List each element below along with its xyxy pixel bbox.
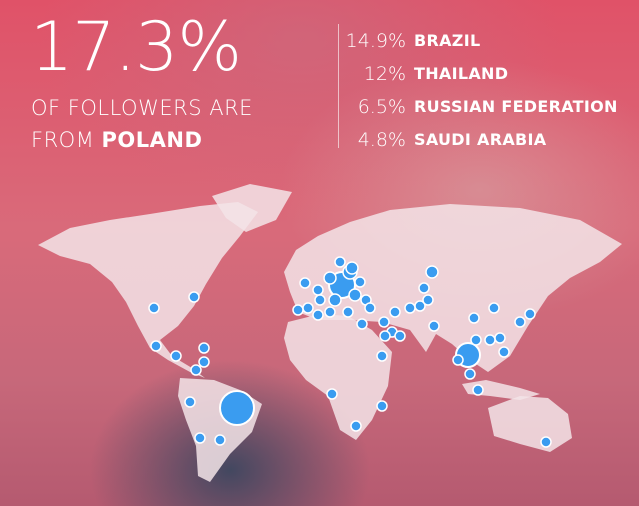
headline-line1: OF FOLLOWERS ARE (31, 96, 253, 120)
follower-dot (312, 284, 324, 296)
follower-dot (323, 271, 337, 285)
follower-dot (184, 396, 196, 408)
follower-dot (376, 400, 388, 412)
headline-text: OF FOLLOWERS ARE FROM POLAND (31, 92, 253, 156)
follower-dot (350, 420, 362, 432)
follower-dot (425, 265, 439, 279)
follower-dot (379, 330, 391, 342)
follower-dot (328, 293, 342, 307)
follower-dot (219, 390, 255, 426)
follower-dot (540, 436, 552, 448)
follower-dot (428, 320, 440, 332)
north-america (38, 202, 258, 378)
africa (284, 314, 392, 440)
follower-dot (299, 277, 311, 289)
country-name: RUSSIAN FEDERATION (414, 97, 618, 116)
follower-dot (524, 308, 536, 320)
greenland (212, 184, 292, 232)
country-percent: 14.9% (345, 29, 406, 52)
follower-dot (376, 350, 388, 362)
follower-dot (378, 316, 390, 328)
follower-dot (470, 334, 482, 346)
continents (38, 184, 622, 482)
follower-dot (292, 304, 304, 316)
follower-dot (422, 294, 434, 306)
follower-dot (404, 302, 416, 314)
follower-dot (484, 334, 496, 346)
follower-dot (464, 368, 476, 380)
south-america (178, 378, 262, 482)
headline-country: POLAND (101, 128, 203, 152)
country-percent: 12% (363, 62, 406, 85)
follower-dot (356, 318, 368, 330)
follower-dot (452, 354, 464, 366)
follower-dot (188, 291, 200, 303)
list-item: 6.5% RUSSIAN FEDERATION (340, 90, 618, 123)
list-item: 14.9% BRAZIL (340, 24, 618, 57)
follower-dot (514, 316, 526, 328)
follower-dot (389, 306, 401, 318)
headline-percent: 17.3% (30, 8, 242, 87)
divider (338, 24, 339, 148)
follower-dot (488, 302, 500, 314)
follower-dot (394, 330, 406, 342)
follower-dot (334, 256, 346, 268)
list-item: 4.8% SAUDI ARABIA (340, 123, 618, 156)
follower-dot (494, 332, 506, 344)
follower-dot (498, 346, 510, 358)
country-name: THAILAND (414, 64, 509, 83)
country-name: SAUDI ARABIA (414, 130, 547, 149)
follower-dot (418, 282, 430, 294)
country-percent: 6.5% (357, 95, 406, 118)
follower-dot (468, 312, 480, 324)
follower-dot (170, 350, 182, 362)
follower-dot (214, 434, 226, 446)
follower-dot (342, 306, 354, 318)
eurasia (284, 204, 622, 372)
follower-dot (472, 384, 484, 396)
country-percent: 4.8% (357, 128, 406, 151)
follower-dot (302, 302, 314, 314)
headline-prefix: FROM (31, 128, 95, 152)
follower-dot (190, 364, 202, 376)
follower-dot (348, 288, 362, 302)
follower-dot (314, 294, 326, 306)
follower-dot (414, 300, 426, 312)
follower-dots (148, 256, 552, 448)
follower-dot (148, 302, 160, 314)
follower-dot (354, 276, 366, 288)
follower-dot (198, 356, 210, 368)
follower-dot (345, 261, 359, 275)
follower-dot (326, 388, 338, 400)
follower-dot (198, 342, 210, 354)
follower-dot (312, 309, 324, 321)
follower-dot (324, 306, 336, 318)
follower-dot (364, 302, 376, 314)
country-name: BRAZIL (414, 31, 481, 50)
australia (488, 396, 572, 452)
list-item: 12% THAILAND (340, 57, 618, 90)
top-countries-list: 14.9% BRAZIL 12% THAILAND 6.5% RUSSIAN FEDE… (340, 24, 618, 156)
headline-line2: FROM POLAND (31, 124, 253, 156)
follower-dot (194, 432, 206, 444)
follower-dot (150, 340, 162, 352)
indonesia (462, 380, 540, 400)
